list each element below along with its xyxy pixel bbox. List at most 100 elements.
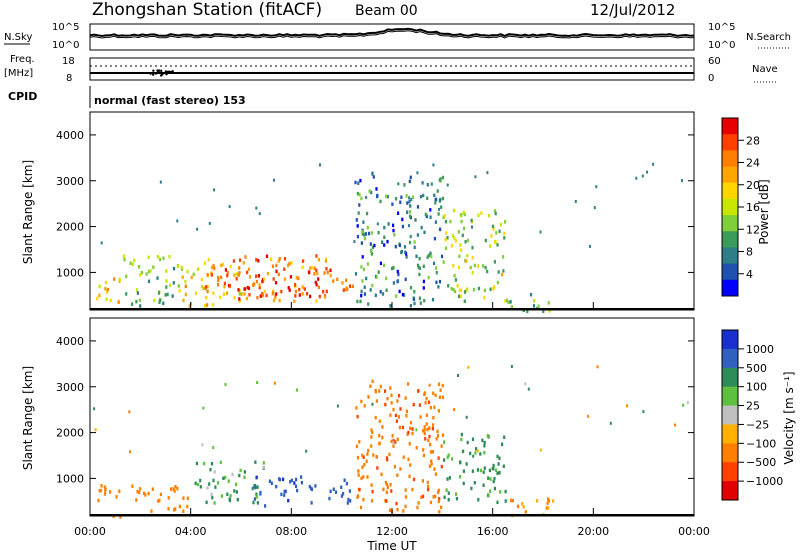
- heatmap-cell: [272, 291, 275, 295]
- heatmap-cell: [393, 233, 396, 237]
- heatmap-cell: [270, 481, 273, 485]
- heatmap-cell: [286, 263, 290, 268]
- heatmap-cell: [252, 500, 255, 505]
- x-tick-label: 00:00: [678, 525, 710, 538]
- heatmap-cell: [434, 201, 437, 205]
- heatmap-cell: [499, 222, 502, 227]
- heatmap-cell: [466, 253, 469, 258]
- heatmap-cell: [496, 500, 499, 505]
- heatmap-cell: [192, 272, 195, 277]
- heatmap-cell: [482, 483, 485, 487]
- heatmap-cell: [385, 499, 388, 503]
- heatmap-cell: [204, 285, 207, 289]
- heatmap-cell: [233, 273, 236, 277]
- nave-label: Nave: [752, 64, 778, 75]
- noise-search-trace: [89, 30, 695, 39]
- heatmap-cell: [547, 301, 550, 305]
- heatmap-cell: [366, 262, 369, 266]
- heatmap-cell: [427, 275, 430, 280]
- heatmap-cell: [171, 294, 174, 298]
- heatmap-cell: [438, 199, 441, 203]
- heatmap-cell: [423, 230, 426, 235]
- heatmap-cell: [406, 210, 409, 214]
- heatmap-cell: [477, 286, 480, 291]
- heatmap-cell: [404, 277, 407, 282]
- heatmap-cell: [358, 487, 361, 492]
- heatmap-cell: [275, 269, 278, 274]
- heatmap-cell: [470, 486, 473, 491]
- heatmap-cell: [224, 383, 227, 386]
- freq-scatter: [149, 69, 174, 77]
- heatmap-cell: [483, 450, 486, 455]
- heatmap-cell: [442, 215, 445, 219]
- heatmap-cell: [436, 429, 439, 434]
- heatmap-cell: [238, 266, 241, 270]
- heatmap-cell: [398, 289, 401, 294]
- heatmap-cell: [310, 265, 313, 270]
- heatmap-cell: [129, 450, 132, 454]
- heatmap-cell: [103, 492, 107, 496]
- heatmap-cell: [210, 461, 214, 466]
- heatmap-cell: [409, 234, 412, 239]
- heatmap-cell: [383, 263, 386, 268]
- heatmap-cell: [340, 485, 343, 489]
- heatmap-cell: [377, 230, 380, 235]
- heatmap-cell: [128, 410, 131, 414]
- heatmap-cell: [413, 301, 416, 306]
- heatmap-cell: [340, 494, 343, 498]
- freq-label: Freq.: [10, 54, 35, 65]
- heatmap-cell: [409, 463, 412, 467]
- heatmap-cell: [487, 476, 490, 480]
- heatmap-cell: [262, 277, 266, 281]
- heatmap-cell: [411, 431, 414, 436]
- heatmap-cell: [459, 248, 463, 252]
- heatmap-cell: [536, 499, 539, 503]
- heatmap-cell: [329, 273, 332, 278]
- heatmap-cell: [255, 492, 258, 496]
- heatmap-cell: [498, 456, 501, 461]
- heatmap-cell: [383, 235, 386, 239]
- heatmap-cell: [243, 292, 246, 296]
- heatmap-cell: [438, 382, 441, 386]
- heatmap-cell: [463, 290, 467, 294]
- velocity-heatmap: [93, 365, 689, 519]
- heatmap-cell: [488, 213, 491, 218]
- heatmap-cell: [492, 463, 495, 468]
- heatmap-cell: [182, 509, 185, 513]
- heatmap-cell: [239, 468, 242, 473]
- heatmap-cell: [178, 504, 181, 509]
- heatmap-cell: [398, 243, 401, 248]
- heatmap-cell: [510, 365, 513, 368]
- heatmap-cell: [401, 292, 404, 297]
- colorbar-segment: [722, 330, 738, 350]
- heatmap-cell: [287, 498, 290, 503]
- heatmap-cell: [138, 490, 141, 495]
- heatmap-cell: [283, 493, 286, 497]
- heatmap-cell: [682, 403, 685, 407]
- heatmap-cell: [371, 172, 374, 176]
- heatmap-cell: [524, 510, 527, 514]
- heatmap-cell: [429, 442, 432, 447]
- heatmap-cell: [172, 266, 176, 271]
- heatmap-cell: [419, 415, 422, 419]
- heatmap-cell: [385, 456, 388, 460]
- heatmap-cell: [641, 174, 644, 178]
- heatmap-cell: [258, 212, 261, 216]
- heatmap-cell: [257, 274, 260, 278]
- heatmap-cell: [129, 261, 132, 265]
- heatmap-cell: [411, 427, 414, 431]
- heatmap-cell: [301, 292, 304, 296]
- heatmap-cell: [172, 487, 175, 491]
- heatmap-cell: [259, 490, 262, 495]
- heatmap-cell: [498, 471, 501, 475]
- heatmap-cell: [399, 200, 402, 204]
- heatmap-cell: [432, 416, 435, 420]
- heatmap-cell: [324, 259, 328, 263]
- heatmap-cell: [407, 457, 410, 462]
- heatmap-cell: [404, 250, 407, 255]
- heatmap-cell: [243, 287, 246, 291]
- colorbar-segment: [722, 215, 738, 232]
- power-heatmap: [96, 162, 683, 314]
- x-tick-label: 04:00: [175, 525, 207, 538]
- heatmap-cell: [240, 292, 243, 296]
